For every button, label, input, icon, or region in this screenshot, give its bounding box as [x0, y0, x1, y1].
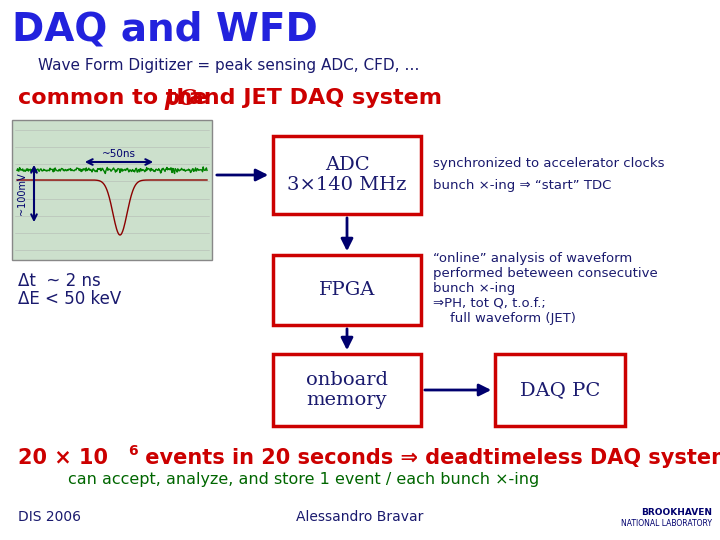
Text: can accept, analyze, and store 1 event / each bunch ×-ing: can accept, analyze, and store 1 event /…	[68, 472, 539, 487]
Text: full waveform (JET): full waveform (JET)	[433, 312, 576, 325]
Bar	[495, 354, 625, 426]
Text: pC: pC	[163, 88, 197, 110]
Bar	[273, 255, 421, 325]
Text: and JET DAQ system: and JET DAQ system	[181, 88, 442, 108]
Text: DIS 2006: DIS 2006	[18, 510, 81, 524]
Text: DAQ and WFD: DAQ and WFD	[12, 10, 318, 48]
Text: bunch ×-ing ⇒ “start” TDC: bunch ×-ing ⇒ “start” TDC	[433, 179, 611, 192]
Text: Alessandro Bravar: Alessandro Bravar	[297, 510, 423, 524]
Text: NATIONAL LABORATORY: NATIONAL LABORATORY	[621, 519, 712, 528]
Text: ~100mV: ~100mV	[17, 172, 27, 215]
Bar	[273, 354, 421, 426]
Text: ⇒PH, tot Q, t.o.f.;: ⇒PH, tot Q, t.o.f.;	[433, 297, 546, 310]
Bar	[273, 136, 421, 214]
Text: BROOKHAVEN: BROOKHAVEN	[641, 508, 712, 517]
Text: onboard
memory: onboard memory	[306, 370, 388, 409]
Text: 6: 6	[128, 444, 138, 458]
Text: bunch ×-ing: bunch ×-ing	[433, 282, 516, 295]
Text: Δt  ~ 2 ns: Δt ~ 2 ns	[18, 272, 101, 290]
Text: ADC
3×140 MHz: ADC 3×140 MHz	[287, 156, 407, 194]
Text: FPGA: FPGA	[319, 281, 375, 299]
Bar	[12, 120, 212, 260]
Text: 20 × 10: 20 × 10	[18, 448, 108, 468]
Text: Wave Form Digitizer = peak sensing ADC, CFD, …: Wave Form Digitizer = peak sensing ADC, …	[38, 58, 420, 73]
Text: events in 20 seconds ⇒ deadtimeless DAQ system: events in 20 seconds ⇒ deadtimeless DAQ …	[138, 448, 720, 468]
Text: “online” analysis of waveform: “online” analysis of waveform	[433, 252, 632, 265]
Text: DAQ PC: DAQ PC	[520, 381, 600, 399]
Text: synchronized to accelerator clocks: synchronized to accelerator clocks	[433, 157, 665, 170]
Text: ΔE < 50 keV: ΔE < 50 keV	[18, 290, 121, 308]
Text: common to the: common to the	[18, 88, 215, 108]
Text: ~50ns: ~50ns	[102, 149, 136, 159]
Text: performed beteween consecutive: performed beteween consecutive	[433, 267, 658, 280]
